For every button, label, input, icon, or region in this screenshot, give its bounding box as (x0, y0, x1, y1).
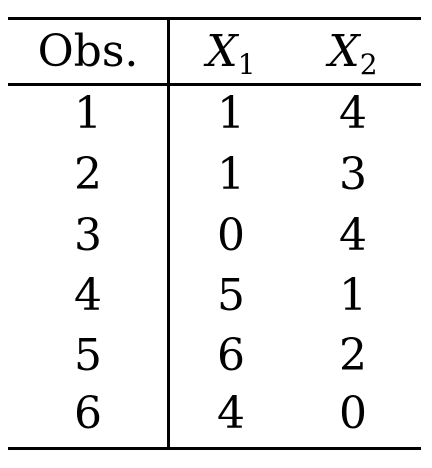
header-x1: X1 (206, 26, 256, 81)
bottom-rule (8, 447, 421, 450)
cell-obs: 2 (74, 149, 102, 200)
cell-x2: 1 (339, 270, 367, 321)
cell-obs: 4 (74, 270, 102, 321)
cell-x2: 0 (339, 388, 367, 439)
cell-x2: 4 (339, 88, 367, 139)
cell-x1: 6 (217, 330, 245, 381)
cell-x1: 0 (217, 210, 245, 261)
cell-obs: 6 (74, 388, 102, 439)
cell-x1: 4 (217, 388, 245, 439)
cell-x1: 5 (217, 270, 245, 321)
cell-x2: 2 (339, 330, 367, 381)
cell-obs: 3 (74, 210, 102, 261)
cell-obs: 1 (74, 88, 102, 139)
column-divider (167, 17, 170, 450)
header-obs: Obs. (37, 26, 139, 77)
cell-x2: 3 (339, 149, 367, 200)
header-x2: X2 (328, 26, 378, 81)
header-rule (8, 83, 421, 86)
cell-x1: 1 (217, 149, 245, 200)
cell-obs: 5 (74, 330, 102, 381)
top-rule (8, 17, 421, 20)
cell-x1: 1 (217, 88, 245, 139)
cell-x2: 4 (339, 210, 367, 261)
